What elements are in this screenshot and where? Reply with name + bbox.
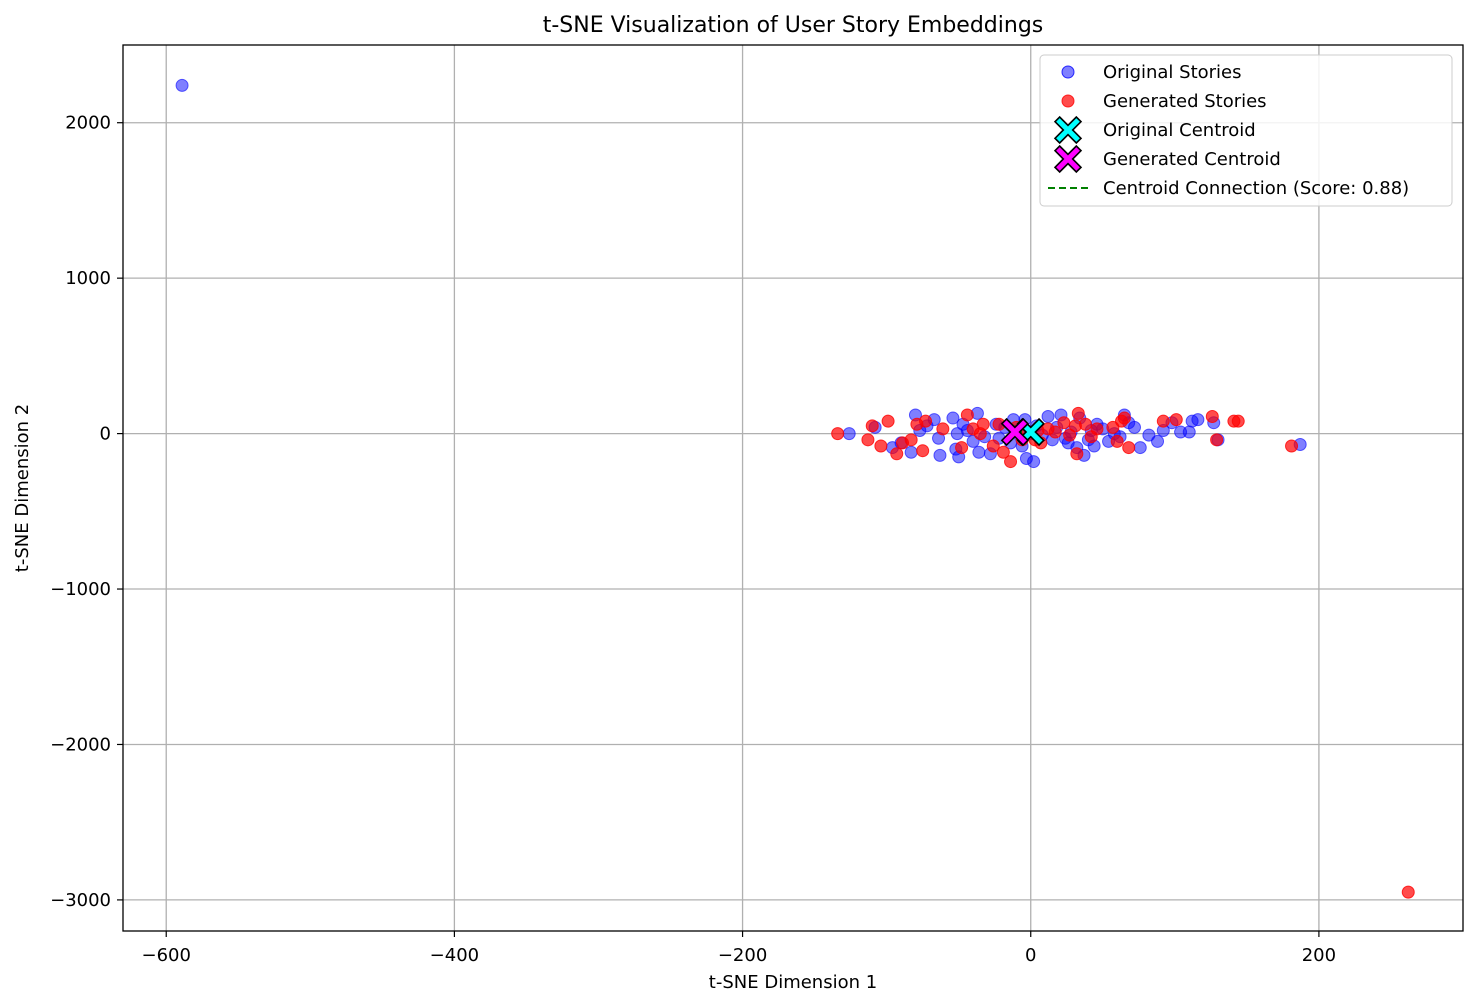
legend-label: Original Stories: [1103, 62, 1242, 83]
y-tick-label: 2000: [65, 113, 111, 134]
original-story-point: [1041, 409, 1055, 423]
original-story-point: [1127, 420, 1141, 434]
y-axis-label: t-SNE Dimension 2: [12, 404, 33, 572]
legend-x-marker: [1053, 144, 1083, 174]
original-story-point: [933, 448, 947, 462]
generated-story-point: [1117, 411, 1131, 425]
legend-box: [1039, 54, 1453, 207]
legend-circle-marker: [1061, 65, 1075, 79]
original-story-point: [1191, 413, 1205, 427]
original-story-point: [1151, 434, 1165, 448]
legend-label: Generated Centroid: [1103, 149, 1281, 170]
x-tick-label: 0: [1025, 945, 1036, 966]
original-story-point: [175, 78, 189, 92]
original-story-point: [1133, 441, 1147, 455]
legend-x-marker: [1053, 115, 1083, 145]
generated-story-point: [1063, 428, 1077, 442]
x-tick-label: −200: [718, 945, 767, 966]
generated-story-point: [861, 433, 875, 447]
original-story-point: [1027, 455, 1041, 469]
generated-story-point: [1401, 885, 1415, 899]
y-tick-label: −1000: [50, 579, 111, 600]
x-axis-label: t-SNE Dimension 1: [709, 972, 877, 993]
generated-story-point: [955, 441, 969, 455]
legend-label: Generated Stories: [1103, 91, 1267, 112]
generated-story-point: [1169, 413, 1183, 427]
generated-story-point: [1285, 439, 1299, 453]
generated-story-point: [996, 445, 1010, 459]
generated-story-point: [1110, 434, 1124, 448]
generated-story-point: [1122, 441, 1136, 455]
original-story-point: [1182, 425, 1196, 439]
generated-story-point: [973, 427, 987, 441]
legend-label: Original Centroid: [1103, 120, 1256, 141]
y-tick-label: 1000: [65, 268, 111, 289]
generated-story-point: [831, 427, 845, 441]
generated-centroid-marker: [1000, 417, 1030, 447]
y-tick-label: 0: [100, 424, 111, 445]
x-tick-label: −400: [430, 945, 479, 966]
generated-story-point: [1231, 414, 1245, 428]
generated-story-point: [904, 433, 918, 447]
generated-story-point: [874, 439, 888, 453]
x-tick-label: −600: [141, 945, 190, 966]
chart-title: t-SNE Visualization of User Story Embedd…: [543, 13, 1044, 38]
generated-story-point: [890, 447, 904, 461]
generated-story-point: [910, 417, 924, 431]
generated-story-point: [986, 439, 1000, 453]
generated-story-point: [881, 414, 895, 428]
generated-story-point: [1078, 417, 1092, 431]
generated-story-point: [865, 419, 879, 433]
generated-story-point: [1205, 409, 1219, 423]
original-story-point: [946, 411, 960, 425]
generated-story-point: [1070, 447, 1084, 461]
generated-story-point: [916, 444, 930, 458]
generated-story-point: [1156, 414, 1170, 428]
centroid-markers: [1000, 417, 1045, 447]
original-story-point: [842, 427, 856, 441]
generated-story-point: [960, 408, 974, 422]
plot-frame: [122, 44, 1464, 932]
generated-story-point: [1004, 455, 1018, 469]
x-tick-label: 200: [1302, 945, 1336, 966]
original-story-point: [904, 445, 918, 459]
original-story-point: [972, 445, 986, 459]
legend-circle-marker: [1061, 94, 1075, 108]
generated-story-point: [1210, 433, 1224, 447]
generated-story-point: [1048, 425, 1062, 439]
y-tick-label: −2000: [50, 734, 111, 755]
legend-label: Centroid Connection (Score: 0.88): [1103, 178, 1409, 199]
generated-story-point: [936, 422, 950, 436]
y-tick-label: −3000: [50, 890, 111, 911]
generated-story-point: [1071, 406, 1085, 420]
generated-story-point: [1090, 422, 1104, 436]
legend: Original Stories Generated Stories Origina…: [1039, 54, 1453, 207]
generated-story-point: [1057, 416, 1071, 430]
